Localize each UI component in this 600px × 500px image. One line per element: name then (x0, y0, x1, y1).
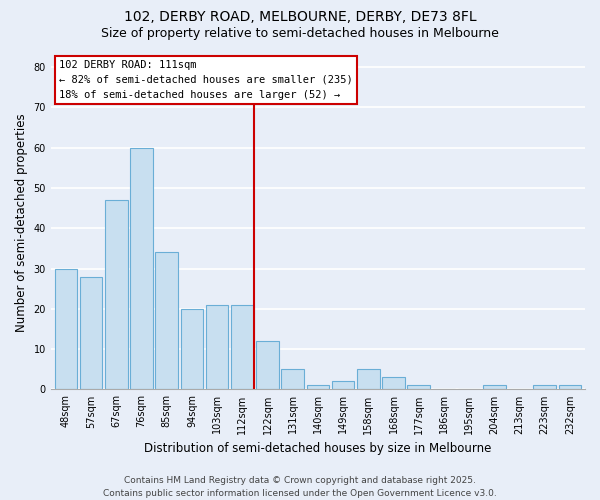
Bar (105, 200, 128, 390)
Bar (483, 386, 506, 390)
Y-axis label: Number of semi-detached properties: Number of semi-detached properties (15, 113, 28, 332)
Bar (55, 268, 77, 390)
Text: 102, DERBY ROAD, MELBOURNE, DERBY, DE73 8FL: 102, DERBY ROAD, MELBOURNE, DERBY, DE73 … (124, 10, 476, 24)
Bar (231, 305, 254, 390)
Bar (559, 386, 581, 390)
Bar (357, 370, 380, 390)
Bar (256, 341, 279, 390)
Bar (155, 252, 178, 390)
Bar (307, 386, 329, 390)
Text: Size of property relative to semi-detached houses in Melbourne: Size of property relative to semi-detach… (101, 28, 499, 40)
Bar (181, 309, 203, 390)
Bar (206, 305, 229, 390)
Bar (80, 276, 103, 390)
Text: Contains HM Land Registry data © Crown copyright and database right 2025.
Contai: Contains HM Land Registry data © Crown c… (103, 476, 497, 498)
Bar (130, 148, 153, 390)
Bar (281, 370, 304, 390)
Bar (332, 382, 355, 390)
Bar (407, 386, 430, 390)
Bar (533, 386, 556, 390)
Text: 102 DERBY ROAD: 111sqm
← 82% of semi-detached houses are smaller (235)
18% of se: 102 DERBY ROAD: 111sqm ← 82% of semi-det… (59, 60, 353, 100)
Bar (382, 378, 405, 390)
X-axis label: Distribution of semi-detached houses by size in Melbourne: Distribution of semi-detached houses by … (144, 442, 491, 455)
